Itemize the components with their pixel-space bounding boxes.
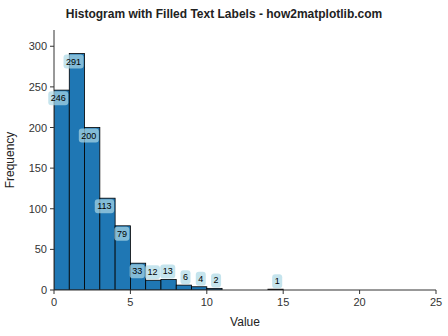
data-label-box — [145, 265, 160, 279]
bar — [115, 226, 130, 290]
data-label-text: 6 — [183, 272, 188, 282]
data-label: 33 — [130, 264, 145, 278]
bar — [161, 279, 176, 290]
y-tick-label: 50 — [35, 243, 47, 255]
data-label-text: 12 — [147, 267, 157, 277]
data-label-box — [160, 264, 175, 278]
data-label-text: 246 — [51, 93, 66, 103]
y-tick-label: 250 — [29, 81, 47, 93]
y-tick — [50, 249, 54, 250]
x-tick-label: 25 — [430, 296, 442, 308]
y-tick-label: 200 — [29, 122, 47, 134]
title: Histogram with Filled Text Labels - how2… — [66, 7, 382, 21]
data-label: 6 — [181, 270, 191, 284]
data-label-box — [211, 273, 221, 287]
axes: 0510152025050100150200250300 — [29, 30, 442, 308]
x-tick — [130, 290, 131, 294]
bar — [54, 90, 69, 290]
x-tick-label: 15 — [277, 296, 289, 308]
data-label: 79 — [114, 227, 129, 241]
data-label-text: 79 — [117, 229, 127, 239]
data-label: 246 — [48, 91, 68, 105]
y-tick — [50, 208, 54, 209]
data-label-box — [272, 274, 282, 288]
page: {"chart_data": {"type": "histogram", "ti… — [0, 0, 448, 336]
data-label-text: 4 — [198, 274, 203, 284]
data-label-text: 200 — [81, 131, 96, 141]
y-tick — [50, 168, 54, 169]
bar — [69, 54, 84, 290]
data-label: 113 — [95, 199, 114, 213]
data-label-text: 1 — [275, 276, 280, 286]
data-label-text: 291 — [66, 57, 81, 67]
data-label: 4 — [196, 272, 206, 286]
data-label-box — [130, 264, 145, 278]
data-label-text: 33 — [132, 266, 142, 276]
y-tick — [50, 46, 54, 47]
y-tick — [50, 127, 54, 128]
data-label-box — [181, 270, 191, 284]
data-label: 291 — [64, 55, 84, 69]
bar — [176, 285, 191, 290]
data-label-box — [48, 91, 68, 105]
data-label-box — [196, 272, 206, 286]
data-label-box — [79, 129, 99, 143]
x-tick — [359, 290, 360, 294]
y-axis-line — [54, 30, 55, 290]
x-tick-label: 20 — [353, 296, 365, 308]
y-tick-label: 150 — [29, 162, 47, 174]
bar — [146, 280, 161, 290]
data-label: 1 — [272, 274, 282, 288]
x-tick — [206, 290, 207, 294]
data-label-text: 13 — [163, 266, 173, 276]
data-label-text: 2 — [214, 275, 219, 285]
y-tick-label: 300 — [29, 40, 47, 52]
bar — [130, 263, 145, 290]
y-tick-label: 0 — [41, 284, 47, 296]
data-label: 12 — [145, 265, 160, 279]
chart: 0510152025050100150200250300Histogram wi… — [0, 0, 448, 336]
y-tick-label: 100 — [29, 203, 47, 215]
bars — [54, 54, 283, 290]
data-label-text: 113 — [97, 201, 111, 211]
x-tick-label: 0 — [51, 296, 57, 308]
y-tick — [50, 290, 54, 291]
data-label: 13 — [160, 264, 175, 278]
x-tick-label: 10 — [201, 296, 213, 308]
data-label: 2 — [211, 273, 221, 287]
y-tick — [50, 86, 54, 87]
data-label-box — [114, 227, 129, 241]
x-tick — [54, 290, 55, 294]
y-axis-label: Frequency — [3, 132, 17, 189]
data-label: 200 — [79, 129, 99, 143]
x-tick-label: 5 — [127, 296, 133, 308]
data-label-box — [64, 55, 84, 69]
x-axis-label: Value — [230, 315, 260, 329]
x-axis-line — [54, 290, 436, 291]
data-labels: 246 291 200 113 79 33 12 13 64 2 1 — [48, 55, 282, 289]
x-tick — [283, 290, 284, 294]
x-tick — [436, 290, 437, 294]
data-label-box — [95, 199, 114, 213]
